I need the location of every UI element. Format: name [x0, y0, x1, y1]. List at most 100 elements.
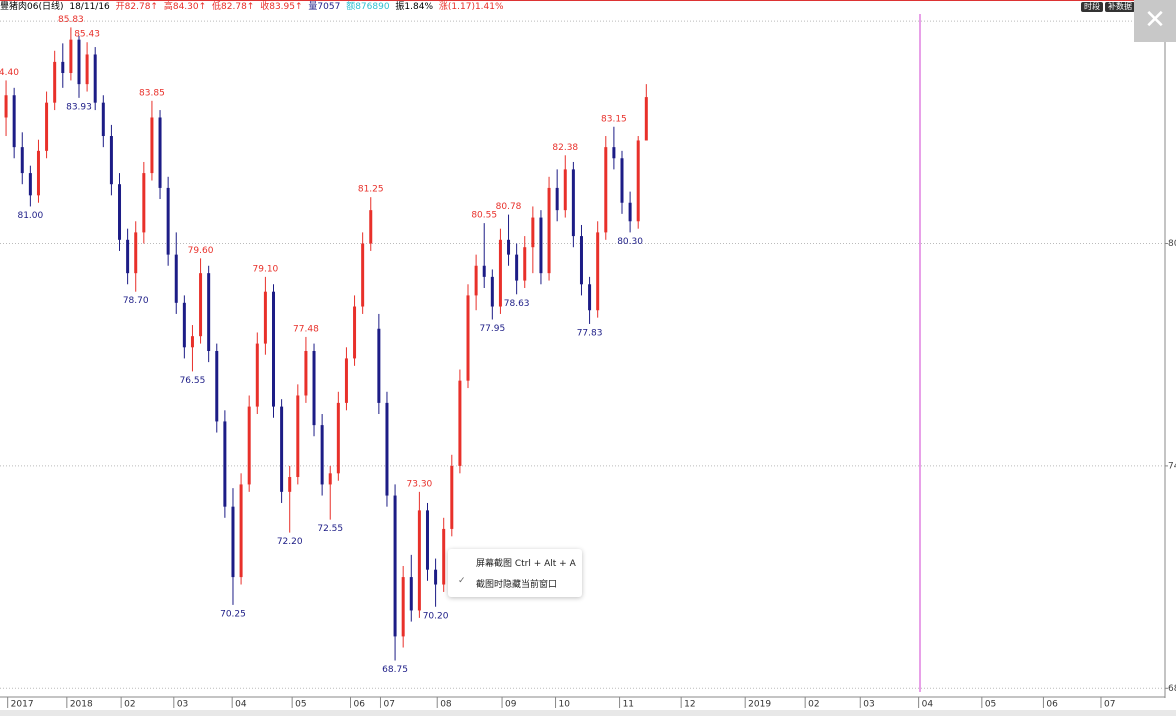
candle-body	[507, 239, 511, 255]
candle-body	[393, 495, 397, 637]
extreme-label: 73.30	[407, 479, 433, 489]
extreme-label: 80.78	[496, 202, 522, 212]
instrument: 豐猪肉06(日线)	[0, 2, 64, 12]
x-tick-label: 10	[559, 700, 571, 710]
candle-body	[450, 465, 454, 529]
candle-body	[531, 217, 535, 248]
candle-body	[628, 202, 632, 222]
extreme-label: 76.55	[180, 376, 206, 386]
extreme-label: 83.85	[139, 88, 165, 98]
x-tick-label: 02	[124, 700, 135, 710]
scrollbar[interactable]	[0, 710, 1176, 716]
x-tick-label: 05	[295, 700, 306, 710]
extreme-label: 83.15	[601, 114, 627, 124]
extreme-label: 83.93	[66, 102, 92, 112]
candle-body	[158, 117, 162, 188]
candle-body	[28, 173, 32, 196]
x-tick-label: 2018	[70, 700, 93, 710]
candle-body	[231, 506, 235, 578]
close-button[interactable]: ✕	[1134, 0, 1176, 42]
candle-body	[199, 273, 203, 337]
candle-body	[417, 510, 421, 611]
date: 18/11/16	[69, 2, 110, 12]
candle-body	[353, 306, 357, 359]
candle-body	[409, 577, 413, 611]
candle-body	[190, 336, 194, 348]
candle-body	[45, 102, 49, 151]
extreme-label: 78.63	[504, 299, 530, 309]
candle-body	[182, 302, 186, 348]
x-tick-label: 05	[985, 700, 996, 710]
extreme-label: 77.48	[293, 324, 319, 334]
button[interactable]: 补数据	[1105, 2, 1135, 12]
candle-body	[77, 39, 81, 85]
candle-body	[401, 577, 405, 637]
menu-item[interactable]: 屏幕截图 Ctrl + Alt + A	[476, 559, 576, 569]
context-menu: 屏幕截图 Ctrl + Alt + A 截图时隐藏当前窗口 ✓	[448, 549, 582, 597]
candle-body	[288, 477, 292, 492]
candle-body	[604, 147, 608, 233]
x-tick-label: 06	[1046, 700, 1058, 710]
x-tick-label: 2019	[748, 700, 771, 710]
y-tick-label: 68	[1168, 684, 1176, 694]
menu-item[interactable]: 截图时隐藏当前窗口	[476, 580, 558, 590]
candle-body	[482, 265, 486, 277]
candle-body	[20, 147, 24, 174]
candle-body	[563, 169, 567, 211]
candle-body	[644, 97, 648, 141]
x-tick-label: 02	[808, 700, 819, 710]
candle-body	[69, 39, 73, 74]
candle-body	[174, 254, 178, 303]
change: 涨(1.17)1.41%	[438, 2, 504, 12]
candle-body	[12, 95, 16, 148]
candle-body	[579, 236, 583, 285]
candle-body	[523, 247, 527, 281]
candle-body	[280, 406, 284, 492]
x-tick-label: 09	[505, 700, 517, 710]
candle-body	[312, 351, 316, 426]
candle-body	[498, 239, 502, 307]
candle-body	[344, 358, 348, 403]
candle-body	[126, 239, 130, 274]
low: 低82.78↑	[212, 2, 255, 12]
x-tick-label: 04	[922, 700, 934, 710]
candle-body	[215, 351, 219, 422]
extreme-label: 79.10	[253, 264, 279, 274]
amplitude: 振1.84%	[395, 2, 434, 12]
candle-body	[142, 173, 146, 233]
y-tick-label: 74	[1168, 461, 1176, 471]
candle-body	[434, 569, 438, 585]
x-tick-label: 08	[440, 700, 452, 710]
candle-body	[118, 184, 122, 240]
candle-body	[263, 291, 267, 344]
candle-body	[474, 265, 478, 296]
extreme-label: 81.00	[17, 211, 43, 221]
x-tick-label: 07	[1104, 700, 1115, 710]
candle-body	[109, 136, 113, 185]
extreme-label: 72.20	[277, 537, 303, 547]
volume: 量7057	[308, 2, 341, 12]
candle-body	[588, 284, 592, 311]
candle-body	[239, 484, 243, 578]
extreme-label: 80.30	[617, 237, 643, 247]
button[interactable]: 时段	[1081, 2, 1103, 12]
extreme-label: 79.60	[188, 246, 214, 256]
candle-body	[612, 147, 616, 159]
candle-body	[255, 343, 259, 407]
candle-body	[547, 187, 551, 274]
extreme-label: 82.38	[552, 143, 578, 153]
extreme-label: 77.83	[577, 328, 603, 338]
candle-body	[320, 425, 324, 485]
candle-body	[466, 295, 470, 381]
candle-body	[369, 210, 373, 244]
x-tick-label: 03	[863, 700, 874, 710]
candle-body	[223, 421, 227, 507]
extreme-label: 70.20	[423, 611, 449, 621]
candle-body	[636, 140, 640, 222]
candle-body	[36, 150, 40, 196]
candle-body	[361, 243, 365, 307]
candle-body	[377, 328, 381, 403]
candle-body	[4, 95, 8, 118]
